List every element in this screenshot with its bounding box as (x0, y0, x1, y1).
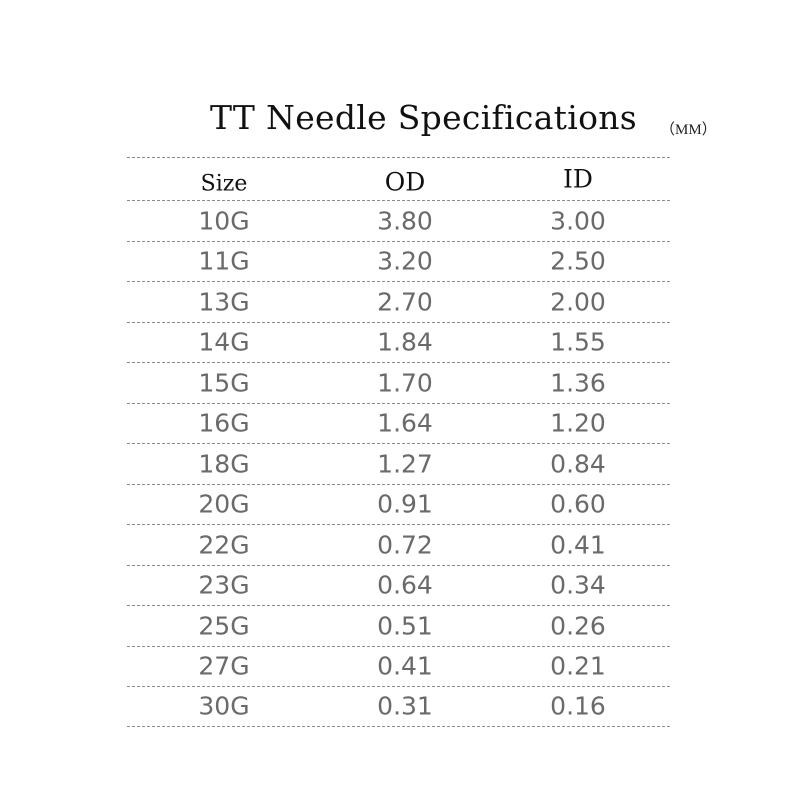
cell-size: 16G (198, 408, 250, 438)
cell-od: 0.72 (377, 530, 433, 560)
table-row: 27G 0.41 0.21 (127, 645, 670, 687)
cell-size: 13G (198, 287, 250, 317)
unit-label: （MM） (660, 122, 717, 138)
cell-size: 20G (198, 489, 250, 519)
cell-size: 23G (198, 570, 250, 600)
cell-size: 15G (198, 368, 250, 398)
cell-id: 1.20 (550, 408, 606, 438)
cell-od: 3.80 (377, 206, 433, 236)
spec-table: Size OD ID 10G 3.80 3.00 11G 3.20 2.50 13G 2.70… (127, 157, 670, 727)
table-row: 20G 0.91 0.60 (127, 483, 670, 525)
cell-id: 1.36 (550, 368, 606, 398)
cell-od: 0.31 (377, 691, 433, 721)
cell-od: 1.27 (377, 449, 433, 479)
table-body: 10G 3.80 3.00 11G 3.20 2.50 13G 2.70 2.00 14G 1.84… (127, 200, 670, 727)
cell-id: 0.41 (550, 530, 606, 560)
cell-size: 30G (198, 691, 250, 721)
cell-id: 0.26 (550, 611, 606, 641)
page-title: TT Needle Specifications (210, 98, 638, 137)
cell-id: 2.00 (550, 287, 606, 317)
cell-od: 3.20 (377, 246, 433, 276)
cell-od: 0.41 (377, 651, 433, 681)
cell-id: 0.34 (550, 570, 606, 600)
cell-size: 10G (198, 206, 250, 236)
table-row: 13G 2.70 2.00 (127, 281, 670, 322)
table-row: 14G 1.84 1.55 (127, 321, 670, 363)
cell-size: 14G (198, 327, 250, 357)
cell-od: 1.70 (377, 368, 433, 398)
cell-id: 3.00 (550, 206, 606, 236)
cell-size: 27G (198, 651, 250, 681)
cell-id: 0.21 (550, 651, 606, 681)
table-row: 25G 0.51 0.26 (127, 605, 670, 646)
cell-od: 0.51 (377, 611, 433, 641)
table-row: 30G 0.31 0.16 (127, 686, 670, 727)
cell-od: 1.64 (377, 408, 433, 438)
cell-id: 0.60 (550, 489, 606, 519)
table-row: 11G 3.20 2.50 (127, 240, 670, 282)
cell-od: 0.91 (377, 489, 433, 519)
table-row: 23G 0.64 0.34 (127, 564, 670, 606)
cell-id: 0.16 (550, 691, 606, 721)
cell-id: 2.50 (550, 246, 606, 276)
cell-id: 0.84 (550, 449, 606, 479)
column-header-id: ID (563, 164, 593, 194)
table-row: 16G 1.64 1.20 (127, 402, 670, 444)
table-header-row: Size OD ID (127, 157, 670, 200)
cell-od: 0.64 (377, 570, 433, 600)
column-header-od: OD (384, 167, 426, 197)
table-row: 15G 1.70 1.36 (127, 362, 670, 403)
table-row: 18G 1.27 0.84 (127, 443, 670, 484)
cell-id: 1.55 (550, 327, 606, 357)
table-row: 22G 0.72 0.41 (127, 524, 670, 565)
column-header-size: Size (200, 171, 248, 197)
table-row: 10G 3.80 3.00 (127, 200, 670, 241)
cell-size: 18G (198, 449, 250, 479)
cell-size: 11G (198, 246, 250, 276)
cell-od: 2.70 (377, 287, 433, 317)
cell-size: 25G (198, 611, 250, 641)
cell-od: 1.84 (377, 327, 433, 357)
cell-size: 22G (198, 530, 250, 560)
